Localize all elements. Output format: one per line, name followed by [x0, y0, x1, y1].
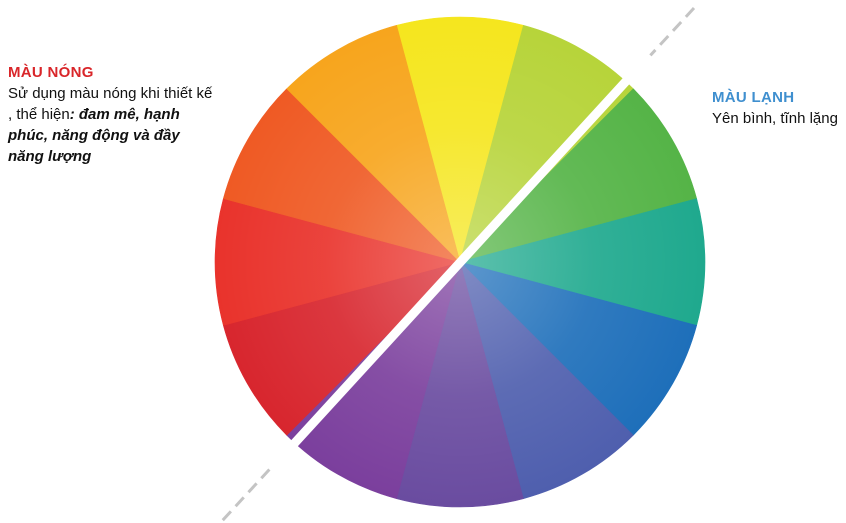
divider-gap — [266, 51, 654, 474]
cool-title: MÀU LẠNH — [712, 89, 795, 106]
cool-colors-text: MÀU LẠNH Yên bình, tĩnh lặng — [712, 88, 846, 129]
warm-desc-emphasis: : đam mê, hạnh phúc, năng động và đầy nă… — [8, 106, 180, 165]
warm-colors-text: MÀU NÓNG Sử dụng màu nóng khi thiết kế ,… — [8, 63, 218, 167]
cool-description: Yên bình, tĩnh lặng — [712, 110, 838, 127]
warm-description: Sử dụng màu nóng khi thiết kế , thể hiện… — [8, 83, 218, 167]
warm-title: MÀU NÓNG — [8, 64, 94, 81]
warm-desc-intro: Sử dụng màu nóng khi thiết kế , thể hiện — [8, 85, 213, 123]
